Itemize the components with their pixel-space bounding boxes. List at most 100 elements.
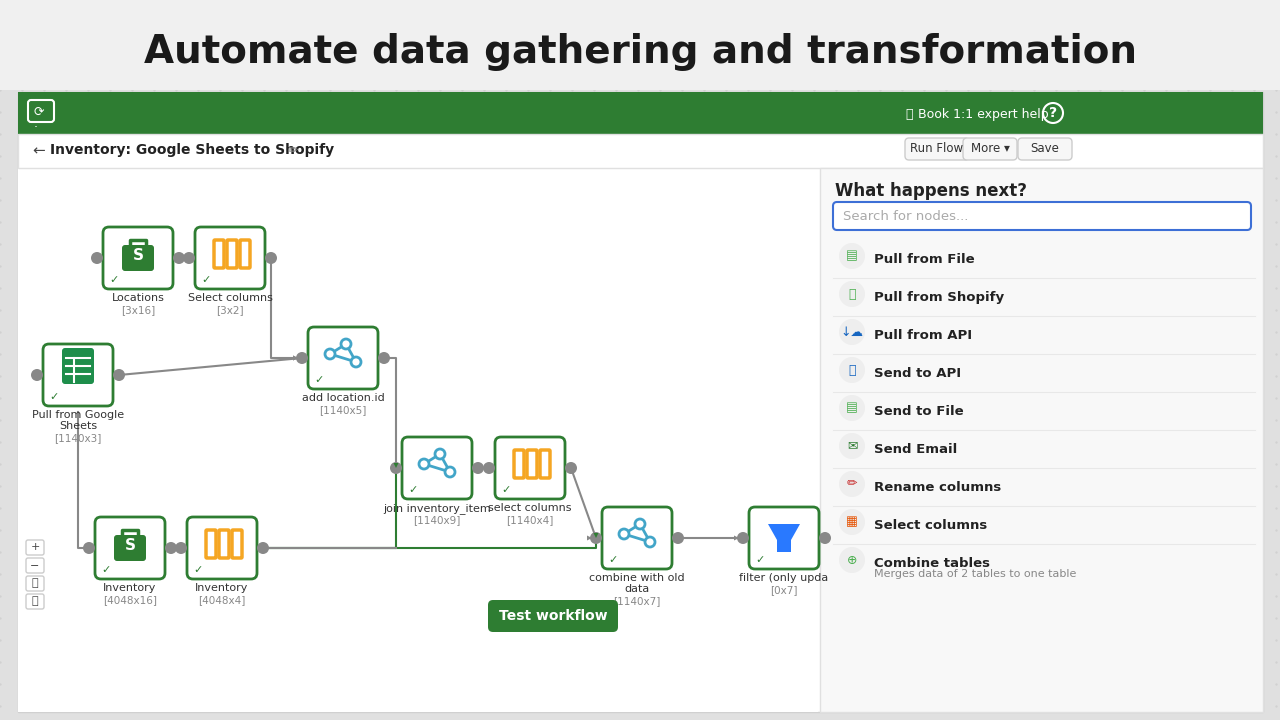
Text: S: S	[124, 538, 136, 552]
Polygon shape	[393, 463, 398, 468]
FancyBboxPatch shape	[44, 344, 113, 406]
Circle shape	[472, 462, 484, 474]
FancyBboxPatch shape	[18, 92, 1263, 712]
FancyBboxPatch shape	[18, 168, 818, 712]
Polygon shape	[293, 356, 298, 361]
FancyBboxPatch shape	[95, 517, 165, 579]
Text: Run Flow: Run Flow	[910, 143, 964, 156]
Text: Select columns: Select columns	[874, 519, 987, 532]
Polygon shape	[297, 356, 302, 361]
Text: ✓: ✓	[101, 565, 110, 575]
Circle shape	[838, 395, 865, 421]
Text: ✓: ✓	[109, 275, 118, 285]
Text: Pull from Shopify: Pull from Shopify	[874, 291, 1004, 304]
Text: ✓: ✓	[500, 485, 511, 495]
Text: Send Email: Send Email	[874, 443, 957, 456]
Polygon shape	[184, 256, 189, 261]
Text: Combine tables: Combine tables	[874, 557, 989, 570]
Circle shape	[645, 537, 655, 547]
Text: [1140x7]: [1140x7]	[613, 596, 660, 606]
Circle shape	[620, 529, 628, 539]
Text: 🔒: 🔒	[32, 596, 38, 606]
Circle shape	[590, 532, 602, 544]
Text: [3x16]: [3x16]	[120, 305, 155, 315]
FancyBboxPatch shape	[18, 134, 1263, 168]
Text: ▤: ▤	[846, 402, 858, 415]
Text: Locations: Locations	[111, 293, 164, 303]
Text: ✓: ✓	[49, 392, 59, 402]
Text: add location.id: add location.id	[302, 393, 384, 403]
FancyBboxPatch shape	[122, 245, 154, 271]
Polygon shape	[172, 546, 177, 551]
Text: ←: ←	[32, 143, 45, 158]
Circle shape	[819, 532, 831, 544]
FancyBboxPatch shape	[26, 540, 44, 555]
FancyBboxPatch shape	[488, 600, 618, 632]
Circle shape	[483, 462, 495, 474]
Circle shape	[435, 449, 445, 459]
FancyBboxPatch shape	[18, 92, 1263, 134]
Polygon shape	[393, 463, 398, 468]
FancyBboxPatch shape	[1018, 138, 1073, 160]
Text: Rename columns: Rename columns	[874, 481, 1001, 494]
FancyBboxPatch shape	[833, 202, 1251, 230]
Text: ✏: ✏	[288, 144, 298, 157]
Text: Automate data gathering and transformation: Automate data gathering and transformati…	[143, 33, 1137, 71]
Polygon shape	[739, 536, 742, 541]
Circle shape	[672, 532, 684, 544]
Circle shape	[564, 462, 577, 474]
Circle shape	[838, 471, 865, 497]
Text: Inventory: Google Sheets to Shopify: Inventory: Google Sheets to Shopify	[50, 143, 334, 157]
Circle shape	[325, 349, 335, 359]
Polygon shape	[768, 524, 800, 552]
Text: −: −	[31, 560, 40, 570]
Circle shape	[838, 547, 865, 573]
Text: [1140x5]: [1140x5]	[319, 405, 366, 415]
FancyBboxPatch shape	[749, 507, 819, 569]
Circle shape	[838, 319, 865, 345]
Text: ⤢: ⤢	[32, 578, 38, 588]
Circle shape	[737, 532, 749, 544]
Polygon shape	[588, 536, 591, 541]
Circle shape	[183, 252, 195, 264]
Text: +: +	[31, 542, 40, 552]
Polygon shape	[591, 536, 596, 541]
FancyBboxPatch shape	[26, 594, 44, 609]
Text: ⊕: ⊕	[847, 554, 858, 567]
Circle shape	[175, 542, 187, 554]
FancyBboxPatch shape	[820, 168, 1263, 712]
Polygon shape	[297, 356, 302, 361]
Text: ↓☁: ↓☁	[841, 325, 864, 338]
Text: ?: ?	[1048, 106, 1057, 120]
Circle shape	[296, 352, 308, 364]
FancyBboxPatch shape	[602, 507, 672, 569]
Text: Send to API: Send to API	[874, 367, 961, 380]
Text: ▤: ▤	[846, 250, 858, 263]
Text: ✓: ✓	[314, 375, 324, 385]
Text: ✏: ✏	[847, 477, 858, 490]
Text: [1140x4]: [1140x4]	[507, 515, 554, 525]
Circle shape	[445, 467, 454, 477]
Circle shape	[83, 542, 95, 554]
FancyBboxPatch shape	[195, 227, 265, 289]
Text: Select columns: Select columns	[188, 293, 273, 303]
FancyBboxPatch shape	[402, 437, 472, 499]
Text: ✓: ✓	[201, 275, 210, 285]
Polygon shape	[484, 466, 489, 470]
Text: 🌐: 🌐	[849, 364, 856, 377]
Text: [0x7]: [0x7]	[771, 585, 797, 595]
Text: ✓: ✓	[755, 555, 764, 565]
Text: [1140x9]: [1140x9]	[413, 515, 461, 525]
Circle shape	[838, 433, 865, 459]
FancyBboxPatch shape	[26, 558, 44, 573]
FancyBboxPatch shape	[0, 0, 1280, 90]
Polygon shape	[293, 356, 298, 361]
FancyBboxPatch shape	[963, 138, 1018, 160]
Circle shape	[31, 369, 44, 381]
Polygon shape	[594, 533, 599, 538]
Text: ✓: ✓	[408, 485, 417, 495]
FancyBboxPatch shape	[61, 348, 93, 384]
FancyBboxPatch shape	[308, 327, 378, 389]
Text: Pull from API: Pull from API	[874, 329, 972, 342]
FancyBboxPatch shape	[187, 517, 257, 579]
